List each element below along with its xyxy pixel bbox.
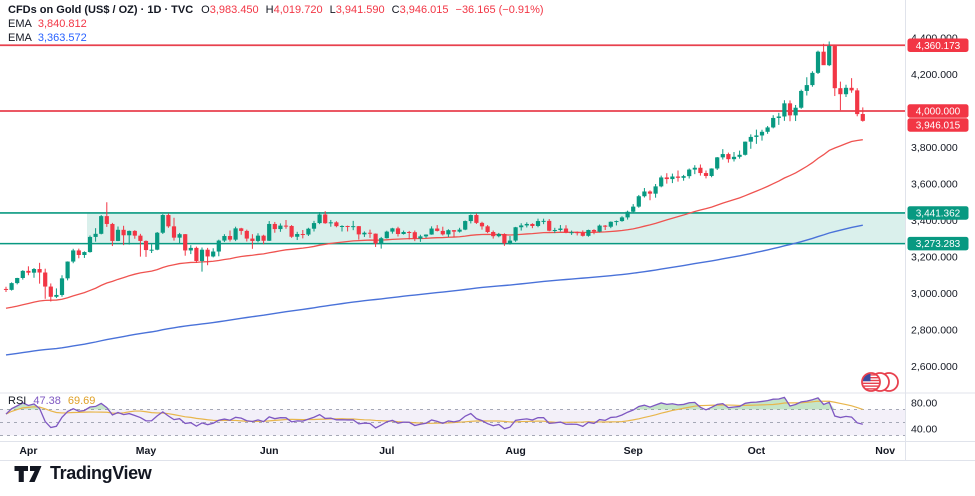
tradingview-mark-icon: [14, 465, 42, 482]
svg-text:40.00: 40.00: [911, 424, 937, 436]
ema-fast-label: EMA: [8, 18, 32, 30]
svg-text:3,800.000: 3,800.000: [911, 142, 958, 154]
change-value: −36.165 (−0.91%): [455, 4, 544, 16]
symbol-legend-row[interactable]: CFDs on Gold (US$ / OZ) · 1D · TVC O3,98…: [8, 3, 544, 17]
legend: CFDs on Gold (US$ / OZ) · 1D · TVC O3,98…: [8, 3, 544, 45]
supply-zone[interactable]: [0, 212, 905, 245]
rsi-label: RSI: [8, 395, 27, 407]
svg-text:3,000.000: 3,000.000: [911, 288, 958, 300]
pane-separators: [0, 0, 975, 461]
svg-text:Jun: Jun: [260, 445, 279, 457]
svg-text:Nov: Nov: [875, 445, 895, 457]
svg-text:3,200.000: 3,200.000: [911, 252, 958, 264]
svg-text:May: May: [136, 445, 157, 457]
svg-text:Sep: Sep: [624, 445, 643, 457]
price-badge: 3,946.015: [907, 118, 969, 132]
price-badge: 4,360.173: [907, 38, 969, 53]
ema-slow-legend-row[interactable]: EMA 3,363.572: [8, 31, 544, 45]
pane-resize-handle[interactable]: [0, 390, 905, 395]
ema-slow-label: EMA: [8, 32, 32, 44]
svg-text:80.00: 80.00: [911, 398, 937, 410]
resistance-lines[interactable]: [0, 44, 905, 112]
ema-fast-value: 3,840.812: [37, 18, 87, 30]
svg-text:Aug: Aug: [505, 445, 525, 457]
ema-slow-line[interactable]: [5, 224, 863, 356]
symbol-logo-icon: [859, 370, 901, 399]
svg-text:3,946.015: 3,946.015: [916, 121, 961, 132]
svg-text:Oct: Oct: [748, 445, 766, 457]
ema-slow-value: 3,363.572: [37, 32, 87, 44]
symbol-title: CFDs on Gold (US$ / OZ) · 1D · TVC: [8, 4, 194, 16]
svg-text:Jul: Jul: [379, 445, 394, 457]
svg-text:Apr: Apr: [19, 445, 37, 457]
rsi-value: 47.38: [33, 395, 61, 407]
ohlc-open: O3,983.450: [201, 4, 259, 16]
svg-text:3,273.283: 3,273.283: [916, 239, 961, 250]
rsi-legend[interactable]: RSI 47.38 69.69: [8, 395, 102, 407]
svg-text:4,000.000: 4,000.000: [916, 107, 961, 118]
candlestick-series[interactable]: [3, 41, 865, 302]
svg-text:3,600.000: 3,600.000: [911, 179, 958, 191]
ema-fast-legend-row[interactable]: EMA 3,840.812: [8, 17, 544, 31]
time-axis-scale-zone[interactable]: [0, 441, 905, 460]
time-axis-labels: Apr May Jun Jul Aug Sep Oct Nov: [19, 445, 895, 457]
tradingview-logo-text: TradingView: [50, 463, 152, 483]
svg-text:2,600.000: 2,600.000: [911, 361, 958, 373]
rsi-ma-value: 69.69: [67, 395, 96, 407]
price-axis-scale-zone[interactable]: [905, 0, 975, 460]
rsi-line[interactable]: [5, 396, 863, 430]
ohlc-close: C3,946.015: [391, 4, 449, 16]
ohlc-high: H4,019.720: [265, 4, 323, 16]
price-badge: 3,441.362: [907, 206, 969, 220]
svg-text:4,200.000: 4,200.000: [911, 69, 958, 81]
svg-text:4,360.173: 4,360.173: [916, 41, 961, 52]
svg-text:2,800.000: 2,800.000: [911, 325, 958, 337]
rsi-overbought-fill: [6, 397, 863, 410]
rsi-ma-line[interactable]: [5, 400, 863, 424]
ohlc-low: L3,941.590: [329, 4, 385, 16]
svg-text:3,441.362: 3,441.362: [916, 209, 961, 220]
price-badge: 4,000.000: [907, 104, 969, 118]
price-badge: 3,273.283: [907, 236, 969, 251]
tradingview-logo[interactable]: TradingView: [14, 463, 152, 484]
ema-fast-line[interactable]: [5, 139, 863, 309]
